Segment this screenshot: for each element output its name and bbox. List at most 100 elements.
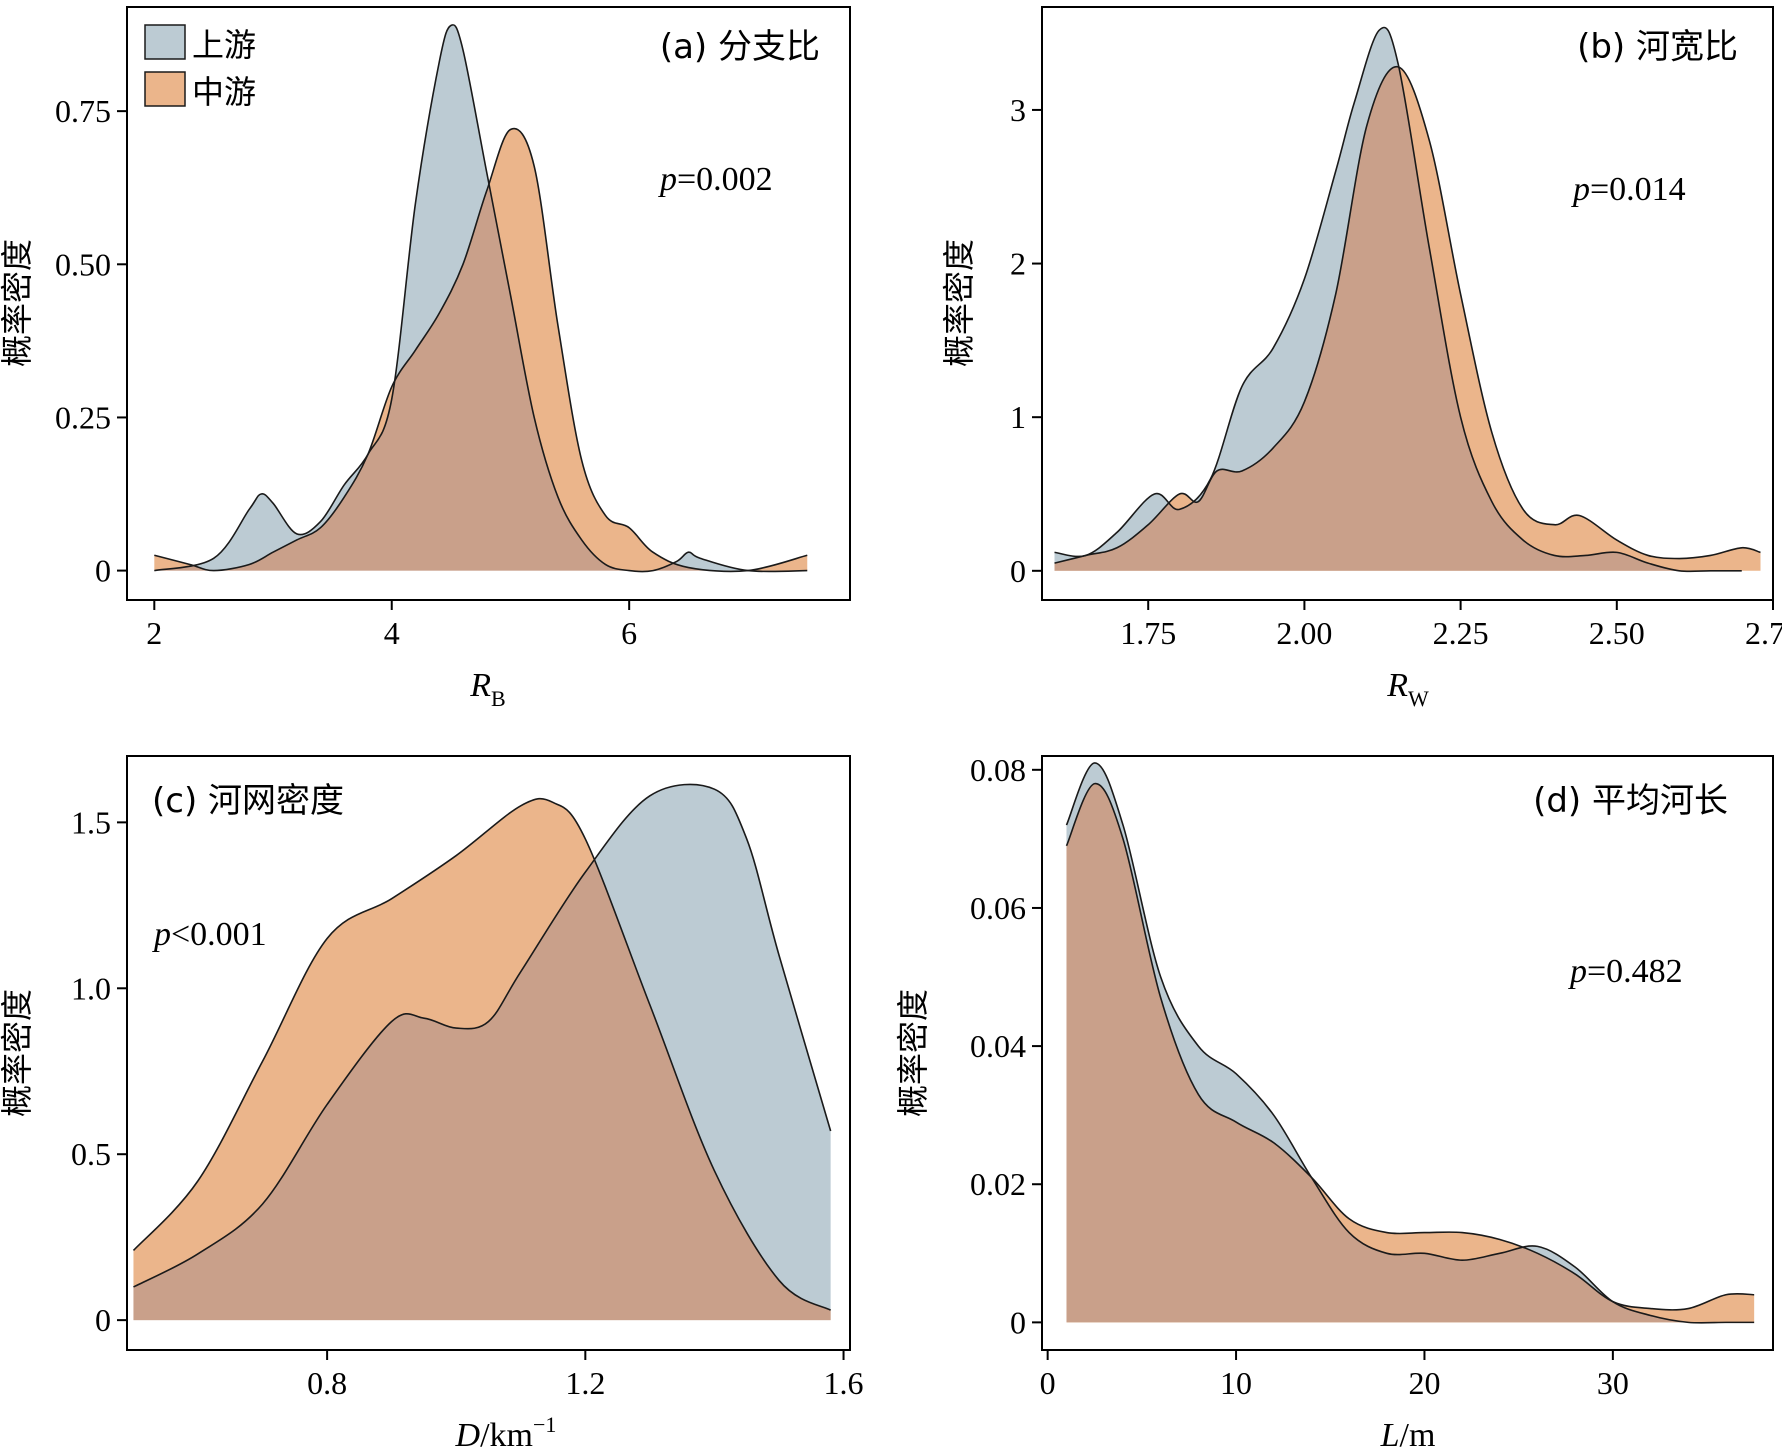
panel-b-p-symbol: p (1571, 171, 1590, 208)
panel-a-xlabel-sub: B (491, 686, 506, 711)
legend-label-upstream: 上游 (192, 26, 256, 64)
panel-c-p-value: <0.001 (171, 916, 267, 953)
x-tick-label: 4 (384, 615, 400, 651)
y-tick-label: 1.5 (71, 804, 111, 840)
panel-d-p-value: =0.482 (1587, 953, 1683, 990)
panel-c-frame (126, 755, 851, 1351)
overlap-group (1054, 66, 1742, 571)
y-tick-label: 0 (95, 1302, 111, 1338)
y-tick-label: 0.04 (970, 1028, 1026, 1064)
y-tick-label: 2 (1010, 246, 1026, 282)
panel-b-p-value: =0.014 (1590, 171, 1686, 208)
overlap-group (1066, 783, 1755, 1323)
panel-a-ylabel: 概率密度 (0, 239, 36, 367)
y-tick-label: 0.5 (71, 1136, 111, 1172)
panel-b-xlabel-sub: W (1408, 686, 1429, 711)
panel-d-xlabel-unit: /m (1400, 1417, 1436, 1454)
panel-c-xlabel: D/km−1 (455, 1412, 557, 1454)
panel-c-title: (c) 河网密度 (152, 781, 344, 821)
panel-c-p-symbol: p (152, 916, 171, 953)
density-line-midstream (1054, 66, 1761, 564)
panel-a-xlabel-var: R (469, 667, 491, 704)
panel-c-xlabel-unit: /km (480, 1417, 533, 1454)
density-line-upstream (1065, 762, 1755, 1324)
x-tick-label: 0 (1040, 1365, 1056, 1401)
x-tick-label: 6 (621, 615, 637, 651)
x-tick-label: 1.6 (824, 1365, 864, 1401)
panel-a-plot-area (154, 24, 808, 573)
panel-b-frame (1041, 6, 1774, 601)
legend-label-midstream: 中游 (192, 73, 256, 111)
y-tick-label: 1.0 (71, 970, 111, 1006)
panel-a-title: (a) 分支比 (660, 27, 820, 67)
panel-d-ticks: 0 10 20 30 0 0.02 0.04 0.06 0.08 (970, 752, 1629, 1401)
panel-b-plot-area (1054, 26, 1761, 573)
panel-a-ticks: 2 4 6 0 0.25 0.50 0.75 (55, 93, 637, 651)
density-overlap (1066, 783, 1755, 1323)
x-tick-label: 20 (1408, 1365, 1440, 1401)
panel-c-plot-area (132, 783, 832, 1321)
density-line-midstream (1065, 782, 1755, 1311)
x-tick-label: 1.75 (1120, 615, 1176, 651)
panel-d-xlabel: L/m (1380, 1417, 1436, 1454)
panel-b-xlabel: RW (1386, 667, 1429, 711)
panel-c-ticks: 0.8 1.2 1.6 0 0.5 1.0 1.5 (71, 804, 864, 1401)
x-tick-label: 2.50 (1589, 615, 1645, 651)
panel-d: 0 10 20 30 0 0.02 0.04 0.06 0.08 (d) 平均河长 p=0.48… (894, 752, 1774, 1454)
panel-d-xlabel-var: L (1380, 1417, 1400, 1454)
density-line-upstream (133, 783, 832, 1288)
panel-c-xlabel-sup: −1 (533, 1412, 556, 1437)
y-tick-label: 0.08 (970, 752, 1026, 788)
x-tick-label: 10 (1220, 1365, 1252, 1401)
panel-b-pvalue: p=0.014 (1571, 171, 1686, 208)
panel-d-ylabel: 概率密度 (894, 989, 932, 1117)
y-tick-label: 0 (1010, 1304, 1026, 1340)
y-tick-label: 0.50 (55, 246, 111, 282)
panel-c-pvalue: p<0.001 (152, 916, 267, 953)
y-tick-label: 0.25 (55, 399, 111, 435)
legend-swatch-midstream (144, 71, 186, 107)
x-tick-label: 2.00 (1276, 615, 1332, 651)
panel-d-plot-area (1065, 762, 1755, 1324)
x-tick-label: 2 (146, 615, 162, 651)
y-tick-label: 1 (1010, 399, 1026, 435)
legend-swatch-upstream (144, 24, 186, 60)
density-overlap (133, 798, 831, 1321)
panel-a: 2 4 6 0 0.25 0.50 0.75 (a) 分支比 p=0.002 概率密度 RB… (0, 6, 851, 711)
y-tick-label: 0.02 (970, 1166, 1026, 1202)
legend: 上游 中游 (144, 24, 256, 111)
panel-d-title: (d) 平均河长 (1533, 781, 1728, 821)
density-overlap (1054, 66, 1742, 571)
panel-b-ylabel: 概率密度 (940, 239, 978, 367)
panel-b-xlabel-var: R (1386, 667, 1408, 704)
x-tick-label: 30 (1597, 1365, 1629, 1401)
panel-d-p-symbol: p (1568, 953, 1587, 990)
y-tick-label: 3 (1010, 92, 1026, 128)
panel-a-pvalue: p=0.002 (658, 161, 773, 198)
x-tick-label: 2.75 (1745, 615, 1782, 651)
panel-a-xlabel: RB (469, 667, 505, 711)
panel-b-ticks: 1.75 2.00 2.25 2.50 2.75 0 1 2 3 (1010, 92, 1782, 651)
y-tick-label: 0 (1010, 553, 1026, 589)
y-tick-label: 0.06 (970, 890, 1026, 926)
panel-b-title: (b) 河宽比 (1577, 27, 1738, 67)
density-line-midstream (132, 797, 832, 1311)
density-overlap (154, 128, 808, 572)
x-tick-label: 2.25 (1433, 615, 1489, 651)
panel-d-frame (1041, 755, 1774, 1351)
panel-c-ylabel: 概率密度 (0, 989, 36, 1117)
panel-c: 0.8 1.2 1.6 0 0.5 1.0 1.5 (c) 河网密度 p<0.001 概率密… (0, 755, 864, 1454)
panel-a-p-symbol: p (658, 161, 677, 198)
panel-a-p-value: =0.002 (677, 161, 773, 198)
y-tick-label: 0 (95, 553, 111, 589)
x-tick-label: 0.8 (307, 1365, 347, 1401)
x-tick-label: 1.2 (565, 1365, 605, 1401)
panel-a-frame (126, 6, 851, 601)
overlap-group (133, 798, 831, 1321)
density-line-upstream (154, 24, 808, 573)
panel-c-xlabel-var: D (455, 1417, 481, 1454)
panel-b: 1.75 2.00 2.25 2.50 2.75 0 1 2 3 (b) 河宽比 p=0.014… (940, 6, 1782, 711)
density-line-midstream (154, 127, 808, 573)
overlap-group (154, 128, 808, 572)
